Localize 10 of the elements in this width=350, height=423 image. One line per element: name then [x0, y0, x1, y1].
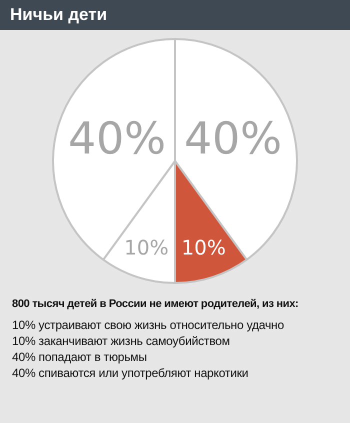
- text: 800 тысяч детей в России не имеют родителей, из них:: [12, 298, 300, 310]
- data-label: 10%: [124, 235, 169, 260]
- text: 10% заканчивают жизнь самоубийством: [12, 334, 231, 348]
- text: 10% устраивают свою жизнь относительно удачно: [12, 318, 285, 332]
- data-label: 10%: [181, 235, 226, 260]
- data-label: 40%: [68, 114, 166, 165]
- data-label: 40%: [184, 114, 282, 165]
- chart-title: Ничьи дети: [0, 0, 350, 30]
- text: 40% спиваются или употребляют наркотики: [12, 366, 250, 380]
- text: 40% попадают в тюрьмы: [12, 350, 148, 364]
